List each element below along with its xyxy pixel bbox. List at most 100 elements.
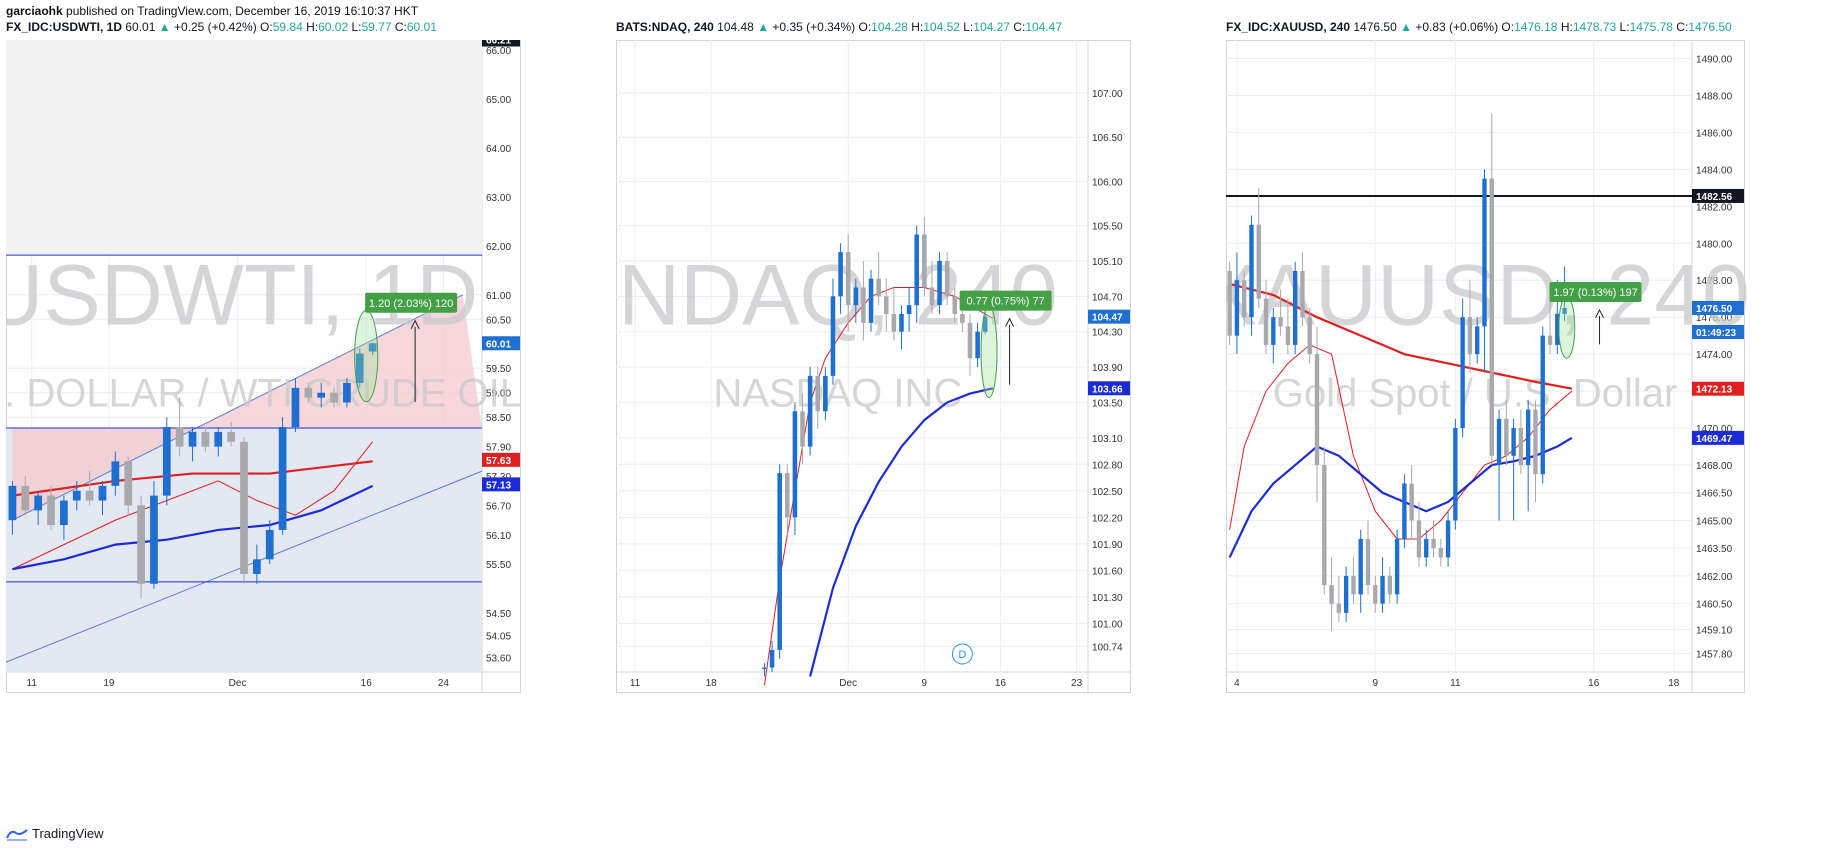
tradingview-logo-icon (6, 828, 28, 840)
y-tick-label: 1474.00 (1696, 350, 1733, 361)
y-tick-label: 103.50 (1092, 398, 1123, 409)
author: garciaohk (6, 4, 63, 18)
change: +0.25 (+0.42%) (173, 20, 257, 34)
x-tick-label: 16 (361, 678, 373, 689)
chart-title: FX_IDC:USDWTI, 1D 60.01 ▲ +0.25 (+0.42%)… (6, 20, 437, 34)
measure-label-box (365, 292, 458, 313)
candle-body (906, 305, 912, 315)
price-tag-label: 1476.50 (1696, 304, 1733, 315)
watermark-symbol: XAUUSD, 240 (1226, 247, 1750, 343)
x-tick-label: 18 (1668, 678, 1680, 689)
candle-body (845, 252, 851, 306)
close: 1476.50 (1688, 20, 1732, 34)
published-text: published on TradingView.com, December 1… (66, 4, 419, 18)
candle-body (1227, 270, 1232, 336)
candle-body (291, 387, 300, 428)
close: 60.01 (406, 20, 437, 34)
x-tick-label: 11 (1450, 678, 1461, 689)
candle-body (317, 392, 326, 398)
candle-body (792, 411, 798, 518)
candle-body (1562, 307, 1567, 314)
x-tick-label: 4 (1234, 678, 1240, 689)
x-tick-label: 19 (103, 678, 115, 689)
y-tick-label: 101.00 (1092, 619, 1123, 630)
y-tick-label: 1478.00 (1696, 276, 1733, 287)
y-tick-label: 1466.50 (1696, 489, 1733, 500)
last-price: 60.01 (125, 20, 156, 34)
price-tag-label: 57.63 (486, 456, 511, 467)
price-tag (1692, 430, 1744, 445)
y-tick-label: 57.90 (486, 443, 511, 454)
watermark-description: Gold Spot / U.S. Dollar (1273, 372, 1678, 416)
candle-body (1285, 326, 1291, 345)
candle-body (1343, 575, 1349, 613)
y-tick-label: 105.10 (1092, 257, 1123, 268)
chart-panel-xauusd[interactable]: FX_IDC:XAUUSD, 240 1476.50 ▲ +0.83 (+0.0… (1226, 18, 1832, 815)
chart-area[interactable]: 1457.80 1459.10 1460.50 1462.00 1463.50 1465.… (1226, 40, 1832, 815)
high: 104.52 (923, 20, 960, 34)
candle-body (1314, 354, 1320, 466)
candle-body (8, 485, 17, 521)
candle-body (175, 427, 184, 447)
x-tick-label: 9 (1372, 678, 1378, 689)
shaded-region-top (6, 40, 482, 256)
y-tick-label: 103.10 (1092, 434, 1123, 445)
candle-body (60, 500, 68, 526)
candle-body (278, 427, 287, 530)
candle-body (1278, 317, 1283, 327)
candle-body (1409, 483, 1414, 521)
high: 1478.73 (1572, 20, 1617, 34)
candle-body (1445, 520, 1451, 558)
candle-body (1540, 335, 1545, 475)
price-tag-label: 1482.56 (1696, 192, 1733, 203)
candle-body (253, 559, 261, 575)
chart-svg: 53.6054.0554.5055.5056.1056.7057.3057.90… (6, 40, 522, 693)
footer[interactable]: TradingView (6, 826, 104, 841)
price-tag-label: 60.01 (486, 339, 511, 350)
moving-average-blue-line (809, 387, 994, 677)
y-tick-label: 101.60 (1092, 566, 1123, 577)
candle-body (1242, 280, 1247, 318)
chart-area[interactable]: 100.74 101.00 101.30 101.60 101.90 102.20 102.… (616, 40, 1221, 815)
candle-body (1336, 603, 1342, 613)
candle-body (1271, 317, 1276, 345)
x-tick-label: 11 (630, 678, 641, 689)
y-tick-label: 102.80 (1092, 460, 1123, 471)
low: 1475.78 (1629, 20, 1673, 34)
y-tick-label: 54.05 (486, 631, 511, 642)
candle-body (47, 495, 55, 526)
candle-body (1292, 270, 1298, 345)
dividend-badge-label: D (958, 649, 966, 661)
candle-body (838, 252, 843, 297)
low: 104.27 (973, 20, 1010, 34)
y-tick-label: 107.00 (1092, 89, 1123, 100)
y-tick-label: 1486.00 (1696, 128, 1733, 139)
candle-body (1453, 428, 1458, 521)
candle-body (807, 375, 813, 447)
candle-body (330, 392, 338, 403)
chart-panel-ndaq[interactable]: BATS:NDAQ, 240 104.48 ▲ +0.35 (+0.34%) O… (616, 18, 1221, 815)
candle-body (1416, 520, 1422, 558)
candle-body (21, 485, 30, 511)
chart-panel-usdwti[interactable]: FX_IDC:USDWTI, 1D 60.01 ▲ +0.25 (+0.42%)… (6, 18, 561, 815)
price-tag-label: 66.21 (486, 40, 511, 47)
candle-body (188, 431, 197, 447)
y-tick-label: 1476.00 (1696, 313, 1733, 324)
candle-body (265, 529, 274, 560)
candle-body (34, 495, 43, 511)
y-tick-label: 1465.00 (1696, 516, 1733, 527)
measure-arrow-head-icon (1005, 317, 1015, 327)
candle-body (830, 296, 836, 376)
y-tick-label: 65.00 (486, 95, 511, 106)
price-tag (482, 452, 520, 467)
candle-body (1431, 538, 1436, 549)
candle-body (1351, 575, 1356, 595)
change: +0.35 (+0.34%) (772, 20, 856, 34)
y-tick-label: 1468.00 (1696, 461, 1733, 472)
y-tick-label: 102.20 (1092, 513, 1123, 524)
candle-body (1467, 317, 1473, 355)
y-tick-label: 64.00 (486, 144, 511, 155)
candle-body (1438, 548, 1443, 558)
y-tick-label: 1490.00 (1696, 54, 1733, 65)
chart-area[interactable]: 53.6054.0554.5055.5056.1056.7057.3057.90… (6, 40, 561, 815)
